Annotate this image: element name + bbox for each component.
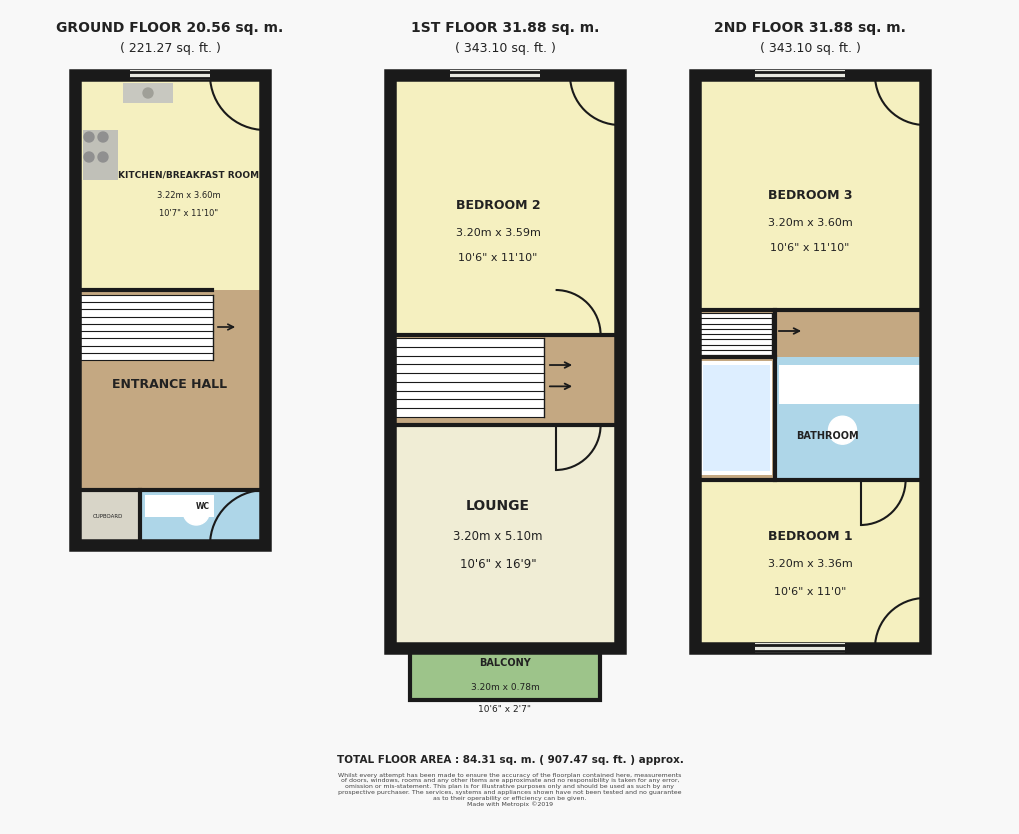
- Text: BALCONY: BALCONY: [479, 658, 530, 668]
- Text: 10'6" x 11'10": 10'6" x 11'10": [458, 253, 537, 263]
- Bar: [123, 83, 173, 103]
- Bar: [694, 75, 924, 648]
- Circle shape: [84, 152, 94, 162]
- Text: 3.22m x 3.60m: 3.22m x 3.60m: [157, 190, 220, 199]
- Text: 10'6" x 11'10": 10'6" x 11'10": [769, 243, 849, 253]
- Bar: [779, 365, 920, 404]
- Bar: [754, 643, 844, 653]
- Circle shape: [143, 88, 153, 98]
- Bar: [129, 70, 210, 80]
- Text: Whilst every attempt has been made to ensure the accuracy of the floorplan conta: Whilst every attempt has been made to en…: [338, 772, 681, 807]
- Text: 3.20m x 5.10m: 3.20m x 5.10m: [452, 530, 542, 543]
- Bar: [75, 290, 265, 490]
- Bar: [75, 490, 140, 545]
- Text: 10'6" x 11'0": 10'6" x 11'0": [773, 587, 846, 597]
- Bar: [75, 75, 265, 290]
- Text: BEDROOM 3: BEDROOM 3: [767, 188, 852, 202]
- Text: 3.20m x 0.78m: 3.20m x 0.78m: [470, 683, 539, 692]
- Text: GROUND FLOOR 20.56 sq. m.: GROUND FLOOR 20.56 sq. m.: [56, 21, 283, 35]
- Text: 3.20m x 3.36m: 3.20m x 3.36m: [767, 559, 852, 569]
- Bar: [449, 70, 539, 80]
- Text: ( 221.27 sq. ft. ): ( 221.27 sq. ft. ): [119, 42, 220, 54]
- Bar: [694, 75, 924, 310]
- Bar: [694, 480, 924, 648]
- Bar: [694, 310, 924, 480]
- Text: 3.20m x 3.59m: 3.20m x 3.59m: [455, 228, 540, 238]
- Bar: [83, 130, 118, 180]
- Bar: [145, 495, 214, 517]
- Bar: [75, 75, 265, 545]
- Text: BATHROOM: BATHROOM: [796, 431, 858, 441]
- Bar: [389, 425, 620, 648]
- Circle shape: [98, 132, 108, 142]
- Text: BEDROOM 2: BEDROOM 2: [455, 198, 540, 212]
- Circle shape: [827, 416, 856, 445]
- Circle shape: [183, 499, 209, 525]
- Text: ( 343.10 sq. ft. ): ( 343.10 sq. ft. ): [759, 42, 860, 54]
- Text: TOTAL FLOOR AREA : 84.31 sq. m. ( 907.47 sq. ft. ) approx.: TOTAL FLOOR AREA : 84.31 sq. m. ( 907.47…: [336, 755, 683, 765]
- Text: 3.20m x 3.60m: 3.20m x 3.60m: [767, 218, 852, 228]
- Bar: [698, 313, 771, 355]
- Text: 2ND FLOOR 31.88 sq. m.: 2ND FLOOR 31.88 sq. m.: [713, 21, 905, 35]
- Bar: [389, 75, 620, 335]
- Bar: [410, 648, 599, 700]
- Bar: [394, 338, 543, 417]
- Circle shape: [98, 152, 108, 162]
- Bar: [410, 648, 599, 700]
- Text: 10'7" x 11'10": 10'7" x 11'10": [159, 208, 218, 218]
- Text: CUPBOARD: CUPBOARD: [93, 515, 122, 520]
- Circle shape: [84, 132, 94, 142]
- Text: LOUNGE: LOUNGE: [466, 500, 530, 514]
- Bar: [698, 361, 771, 475]
- Bar: [140, 490, 265, 545]
- Text: BEDROOM 1: BEDROOM 1: [767, 530, 852, 542]
- Bar: [754, 70, 844, 80]
- Bar: [389, 335, 620, 425]
- Bar: [702, 365, 769, 471]
- Bar: [79, 295, 213, 360]
- Text: WC: WC: [196, 502, 209, 511]
- Text: 1ST FLOOR 31.88 sq. m.: 1ST FLOOR 31.88 sq. m.: [411, 21, 598, 35]
- Text: KITCHEN/BREAKFAST ROOM: KITCHEN/BREAKFAST ROOM: [118, 170, 259, 179]
- Text: 10'6" x 2'7": 10'6" x 2'7": [478, 705, 531, 714]
- Text: ENTRANCE HALL: ENTRANCE HALL: [112, 379, 227, 391]
- Bar: [774, 357, 924, 479]
- Text: ( 343.10 sq. ft. ): ( 343.10 sq. ft. ): [454, 42, 555, 54]
- Text: 10'6" x 16'9": 10'6" x 16'9": [460, 558, 536, 571]
- Bar: [389, 75, 620, 648]
